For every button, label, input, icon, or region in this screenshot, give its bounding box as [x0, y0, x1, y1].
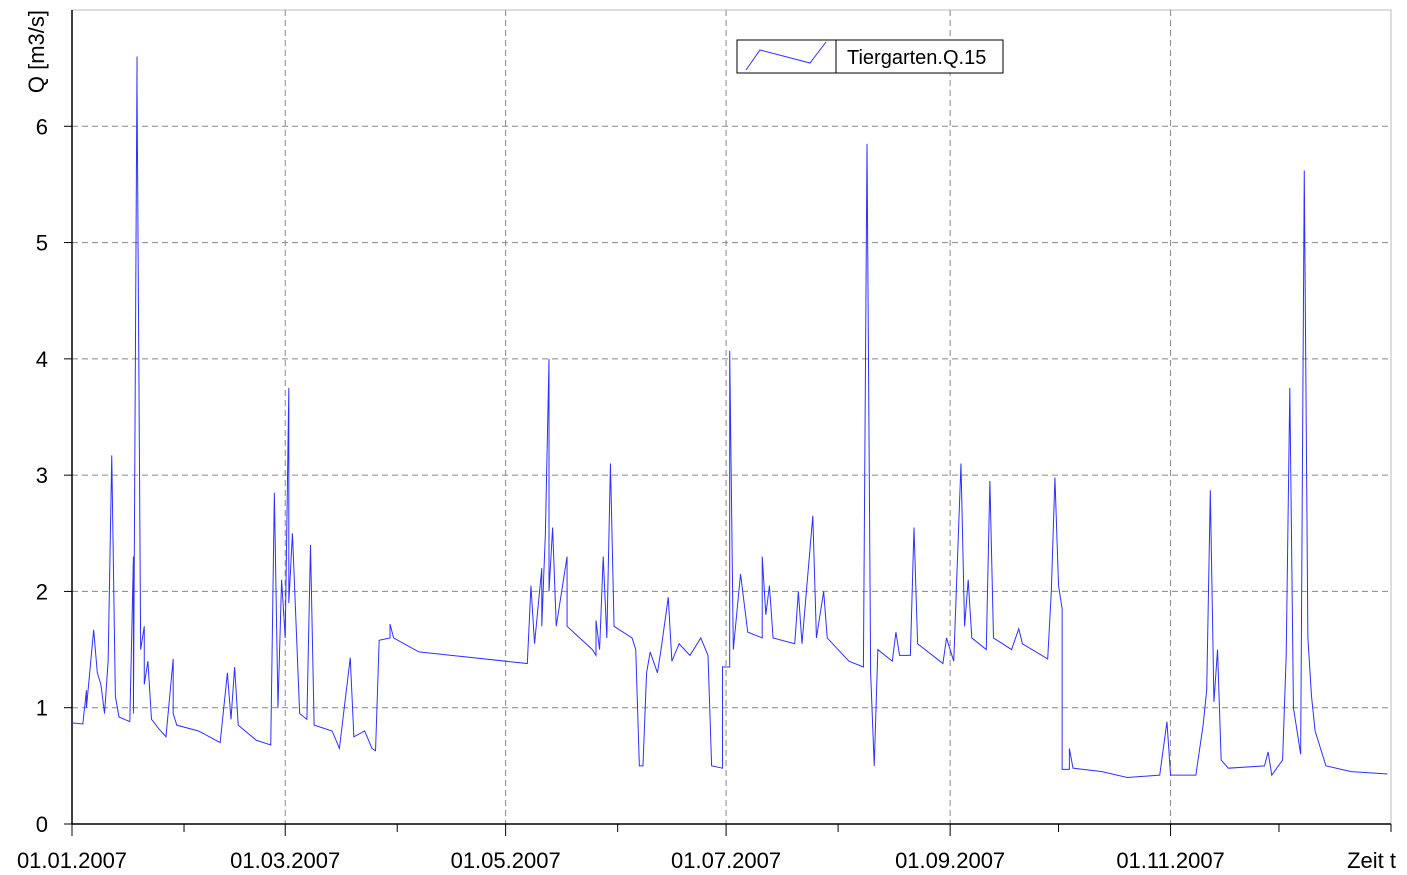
plot-frame: [71, 9, 1392, 825]
y-tick-label: 3: [36, 463, 48, 488]
x-tick-label: 01.07.2007: [671, 848, 781, 873]
y-tick-label: 1: [36, 696, 48, 721]
y-tick-label: 0: [36, 812, 48, 837]
data-line: [71, 56, 1388, 778]
y-tick-label: 4: [36, 347, 48, 372]
x-tick-label: 01.09.2007: [895, 848, 1005, 873]
x-axis-label: Zeit t: [1347, 848, 1396, 873]
x-tick-label: 01.11.2007: [1116, 848, 1224, 873]
legend-icon: [745, 41, 827, 71]
y-tick-label: 2: [36, 579, 48, 604]
legend-box: [736, 39, 1004, 74]
y-tick-label: 6: [36, 114, 48, 139]
legend-label: Tiergarten.Q.15: [847, 47, 986, 69]
x-tick-label: 01.05.2007: [451, 848, 561, 873]
x-tick-label: 01.01.2007: [17, 848, 127, 873]
y-axis-label: Q [m3/s]: [24, 10, 49, 93]
x-tick-label: 01.03.2007: [230, 848, 340, 873]
y-tick-label: 5: [36, 231, 48, 256]
